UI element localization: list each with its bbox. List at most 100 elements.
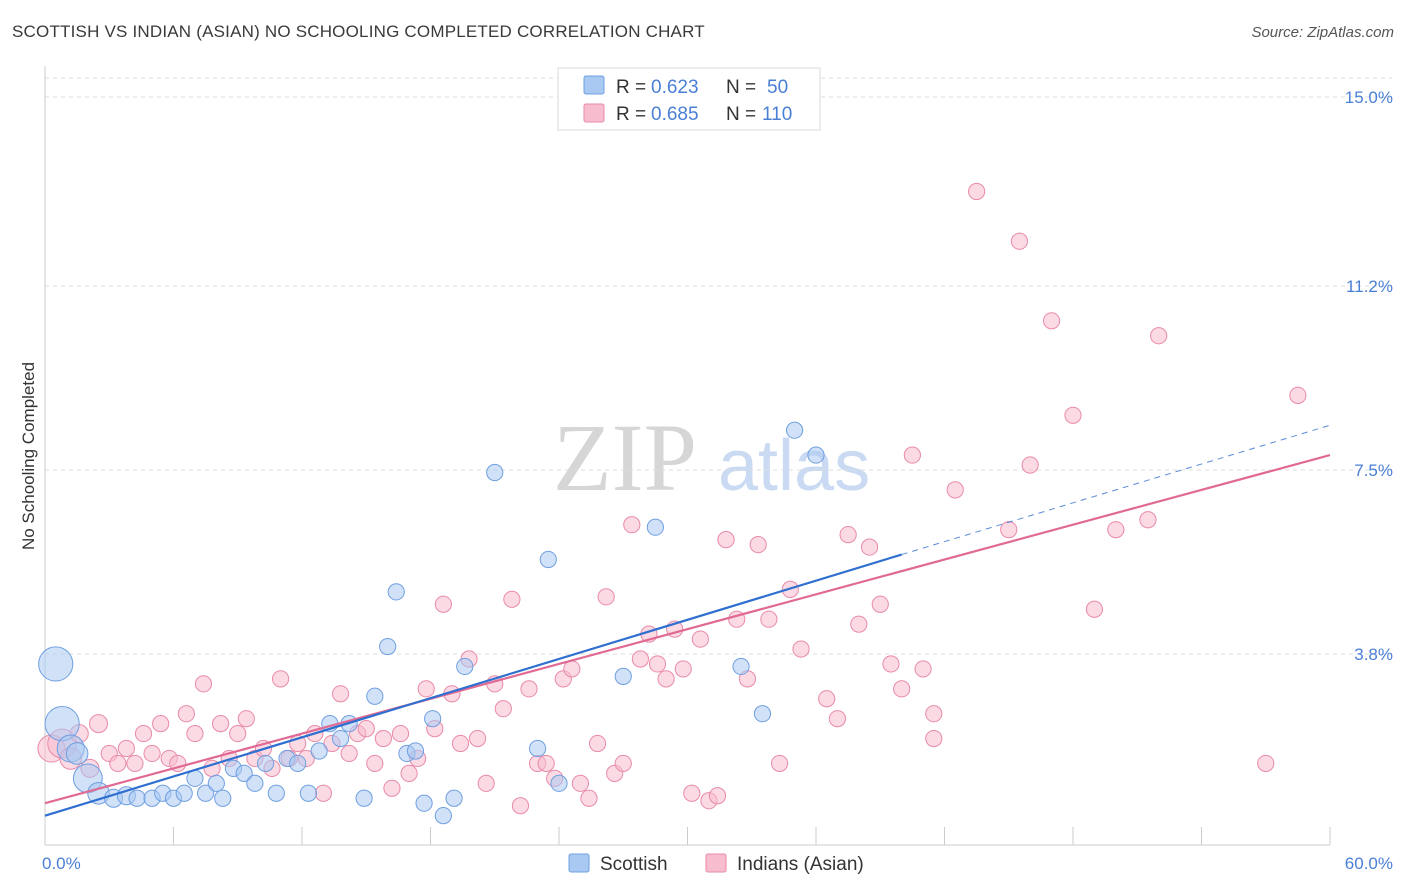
- scottish-point: [366, 687, 384, 705]
- indian-point: [839, 526, 857, 544]
- indian-point: [968, 182, 986, 201]
- indian-point: [571, 774, 590, 792]
- indian-point: [850, 615, 868, 633]
- indian-point: [903, 446, 921, 464]
- scottish-point: [486, 463, 504, 482]
- indian-point: [314, 784, 333, 802]
- indian-point: [357, 720, 375, 738]
- legend-n-label-scottish: N =: [726, 77, 756, 98]
- indian-point: [117, 739, 135, 758]
- indian-point: [674, 660, 692, 678]
- indian-point: [537, 754, 555, 773]
- indian-point: [871, 595, 889, 613]
- bottom-legend-swatch-indian: [705, 853, 727, 873]
- indian-point: [580, 789, 598, 807]
- scottish-point: [753, 705, 772, 723]
- indian-point: [631, 650, 649, 668]
- indian-point: [340, 744, 358, 763]
- scottish-point: [387, 583, 405, 601]
- y-tick-label: 15.0%: [1345, 88, 1393, 107]
- indian-point: [400, 764, 418, 782]
- scottish-point: [310, 742, 328, 760]
- bottom-legend: Scottish Indians (Asian): [568, 853, 864, 875]
- indian-trend-line: [44, 454, 1331, 805]
- scottish-point: [732, 657, 750, 676]
- indian-point: [186, 724, 204, 743]
- scottish-point: [424, 710, 442, 728]
- scottish-point: [197, 784, 215, 802]
- indian-point: [520, 680, 538, 698]
- scottish-point: [785, 421, 804, 439]
- indian-point: [477, 774, 495, 792]
- scottish-point: [355, 789, 373, 807]
- scottish-point: [614, 667, 632, 685]
- indian-point: [126, 754, 144, 773]
- scottish-point: [434, 807, 452, 825]
- scottish-point: [38, 646, 74, 682]
- grid-lines: [45, 77, 1392, 655]
- indian-point: [271, 670, 290, 688]
- indian-point: [893, 680, 911, 698]
- indian-point: [1021, 456, 1039, 474]
- indian-point: [792, 640, 810, 658]
- indian-point: [946, 481, 964, 499]
- indian-point: [914, 660, 932, 678]
- indian-point: [89, 714, 109, 734]
- indian-point: [648, 655, 667, 673]
- bottom-legend-label-indian: Indians (Asian): [737, 854, 864, 875]
- indian-point: [143, 744, 161, 763]
- indian-point: [1139, 511, 1157, 529]
- scottish-point: [128, 789, 146, 807]
- indian-point: [691, 630, 709, 648]
- indian-point: [925, 705, 943, 723]
- scottish-trend-extension: [901, 424, 1331, 556]
- indian-point: [1064, 406, 1082, 424]
- indian-point: [1010, 232, 1029, 250]
- indian-point: [882, 655, 900, 673]
- bottom-legend-swatch-scottish: [568, 853, 590, 873]
- indian-point: [1257, 754, 1275, 773]
- indian-point: [717, 531, 735, 549]
- indian-point: [469, 729, 487, 748]
- indian-point: [683, 784, 701, 802]
- scottish-point: [807, 446, 825, 464]
- indian-point: [828, 710, 847, 728]
- indian-point: [760, 610, 778, 628]
- scottish-point: [646, 518, 664, 536]
- indian-point: [1000, 521, 1018, 539]
- source-label: Source: ZipAtlas.com: [1251, 24, 1394, 41]
- indian-point: [503, 590, 521, 608]
- indian-point: [383, 779, 401, 797]
- scottish-point: [289, 754, 307, 773]
- watermark-atlas: atlas: [718, 426, 870, 506]
- scottish-point: [539, 550, 557, 569]
- indian-point: [1107, 521, 1125, 539]
- indian-point: [237, 710, 255, 728]
- scottish-point: [207, 774, 225, 792]
- scottish-point: [256, 754, 275, 773]
- scottish-point: [267, 784, 285, 802]
- scottish-point: [406, 742, 425, 760]
- indian-point: [1289, 386, 1307, 404]
- indian-point: [374, 729, 392, 748]
- legend-r-value-indian: 0.685: [651, 104, 699, 125]
- top-legend: R = 0.623 N = 50 R = 0.685 N = 110: [557, 67, 821, 131]
- indian-point: [212, 715, 230, 733]
- scottish-point: [299, 784, 318, 802]
- watermark-zip: ZIP: [553, 404, 697, 511]
- legend-n-value-scottish: 50: [767, 77, 788, 98]
- indian-point: [109, 754, 127, 773]
- legend-r-label-indian: R =: [616, 104, 646, 125]
- indian-point: [494, 700, 512, 718]
- indian-point: [818, 690, 836, 708]
- indian-point: [657, 670, 675, 688]
- indian-point: [563, 660, 581, 678]
- indian-point: [925, 729, 943, 748]
- indian-point: [434, 595, 452, 613]
- scottish-point: [550, 774, 568, 792]
- scottish-point: [528, 739, 547, 758]
- scottish-point: [456, 657, 474, 676]
- indian-point: [511, 797, 530, 815]
- scottish-point: [65, 742, 89, 765]
- indian-point: [614, 754, 632, 773]
